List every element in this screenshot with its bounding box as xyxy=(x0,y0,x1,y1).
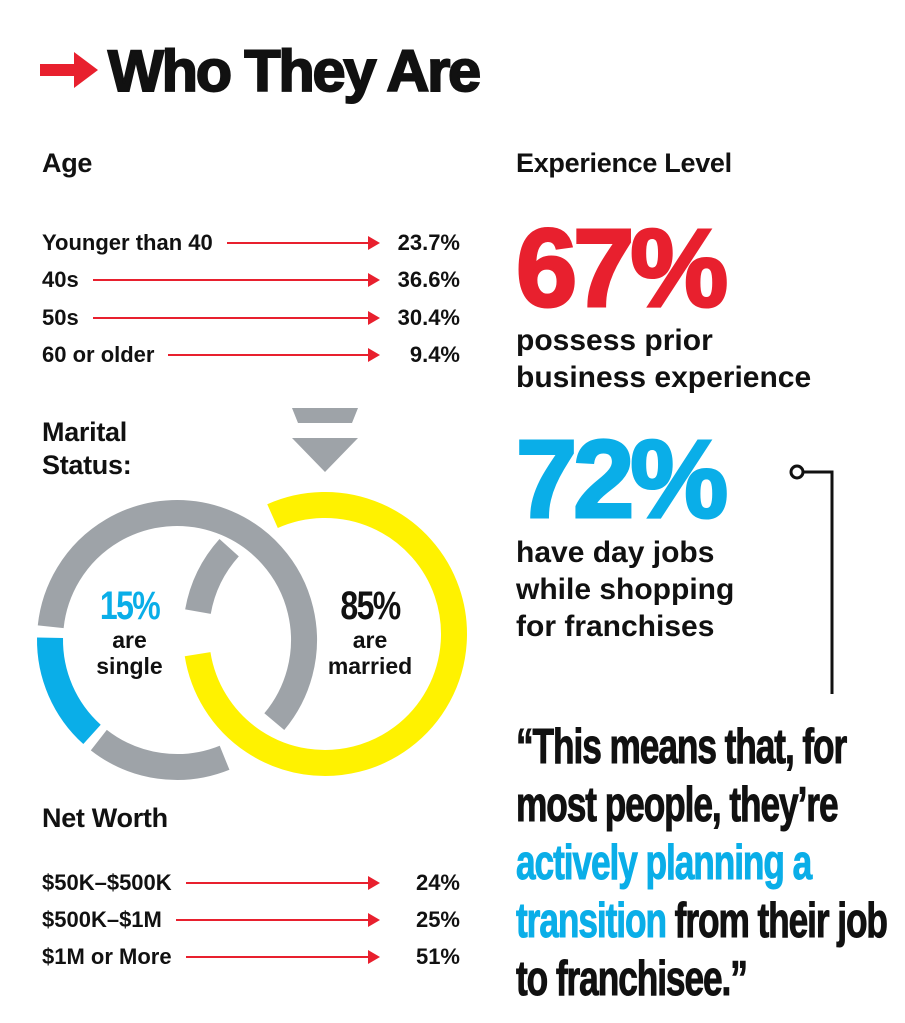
arrow-icon xyxy=(226,236,381,250)
pull-quote: “This means that, for most people, they’… xyxy=(516,718,890,1008)
row-label: 40s xyxy=(42,267,79,292)
arrow-icon xyxy=(185,876,381,890)
row-label: 50s xyxy=(42,305,79,330)
row-value: 23.7% xyxy=(397,230,460,255)
row-label: $500K–$1M xyxy=(42,907,162,932)
net-worth-heading: Net Worth xyxy=(42,803,168,833)
arrow-icon xyxy=(92,273,381,287)
quote-text: from their job to franchisee.” xyxy=(516,894,889,1007)
married-text: married xyxy=(327,653,413,679)
row-value: 36.6% xyxy=(397,267,460,292)
page-title: Who They Are xyxy=(107,38,482,105)
row-label: $1M or More xyxy=(42,944,172,969)
arrow-icon xyxy=(175,913,381,927)
single-ring-gray-arc xyxy=(37,500,317,730)
single-ring-blue-arc xyxy=(37,637,101,745)
age-row: Younger than 40 23.7% xyxy=(42,229,460,257)
age-row: 50s 30.4% xyxy=(42,304,460,332)
stat-line: have day jobs xyxy=(516,536,715,569)
row-value: 25% xyxy=(415,907,460,932)
stat-day-jobs-text: have day jobs while shopping for franchi… xyxy=(516,534,734,645)
quote-highlight: actively planning a transition xyxy=(516,836,813,949)
single-label: 15% are single xyxy=(72,585,187,679)
row-value: 9.4% xyxy=(409,342,460,367)
stat-line: for franchises xyxy=(516,610,715,643)
row-label: 60 or older xyxy=(42,342,155,367)
single-text: are xyxy=(112,627,147,653)
married-pct: 85% xyxy=(340,584,401,628)
single-text: single xyxy=(96,653,163,679)
quote-text: “This means that, for most people, they’… xyxy=(516,720,848,833)
net-worth-row: $50K–$500K 24% xyxy=(42,869,460,897)
row-label: Younger than 40 xyxy=(42,230,213,255)
diamond-icon xyxy=(292,408,358,472)
arrow-icon xyxy=(92,311,381,325)
net-worth-row: $1M or More 51% xyxy=(42,943,460,971)
row-value: 51% xyxy=(415,944,460,969)
age-heading: Age xyxy=(42,148,93,178)
stat-line: while shopping xyxy=(516,573,735,606)
married-text: are xyxy=(352,627,388,653)
single-ring-gray-arc xyxy=(90,729,230,780)
age-row: 40s 36.6% xyxy=(42,266,460,294)
row-label: $50K–$500K xyxy=(42,870,172,895)
net-worth-row: $500K–$1M 25% xyxy=(42,906,460,934)
stat-line: business experience xyxy=(516,361,812,394)
married-label: 85% are married xyxy=(305,585,435,679)
arrow-icon xyxy=(168,348,380,362)
arrow-icon xyxy=(40,52,98,88)
marital-heading: Marital Status: xyxy=(42,416,132,482)
stat-day-jobs-pct: 72% xyxy=(514,418,729,541)
age-row: 60 or older 9.4% xyxy=(42,341,460,369)
experience-heading: Experience Level xyxy=(516,148,732,178)
connector-line xyxy=(789,464,834,694)
stat-prior-experience-text: possess prior business experience xyxy=(516,322,811,396)
stat-prior-experience-pct: 67% xyxy=(514,207,729,330)
married-ring-gray-arc xyxy=(185,538,240,615)
single-pct: 15% xyxy=(99,584,161,628)
marital-heading-line: Marital xyxy=(42,417,127,447)
stat-line: possess prior xyxy=(516,324,713,357)
arrow-icon xyxy=(185,950,381,964)
row-value: 30.4% xyxy=(397,305,460,330)
married-ring-arc xyxy=(184,492,467,776)
row-value: 24% xyxy=(415,870,460,895)
marital-heading-line: Status: xyxy=(42,450,132,480)
